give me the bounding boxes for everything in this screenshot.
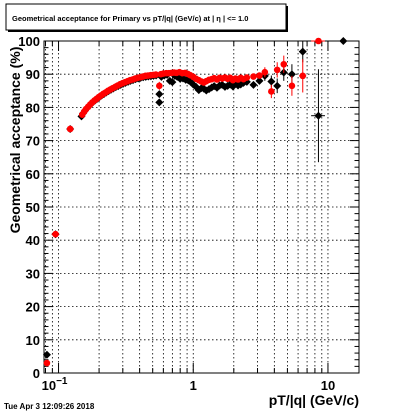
data-point: [42, 350, 51, 359]
y-tick-label: 90: [26, 67, 40, 82]
data-point: [287, 70, 296, 79]
x-tick-label: 10: [321, 378, 335, 393]
data-point: [298, 47, 307, 56]
data-point: [268, 88, 275, 95]
data-point: [273, 81, 282, 90]
y-tick-label: 40: [26, 233, 40, 248]
data-point: [261, 68, 269, 76]
data-point: [288, 82, 296, 90]
x-tick-label: 1: [190, 378, 197, 393]
data-points: [42, 37, 350, 367]
data-point: [168, 78, 177, 87]
data-point: [156, 82, 163, 90]
data-point: [299, 72, 307, 80]
y-tick-label: 20: [26, 300, 40, 315]
data-point: [249, 80, 258, 89]
data-point: [314, 111, 323, 120]
y-tick-label: 70: [26, 134, 40, 149]
grid: [44, 41, 359, 373]
y-tick-label: 60: [26, 167, 40, 182]
data-point: [273, 66, 281, 74]
y-tick-label: 0: [33, 366, 40, 381]
data-point: [43, 359, 51, 367]
x-axis-title: pT/|q| (GeV/c): [269, 392, 359, 408]
y-tick-label: 100: [18, 34, 40, 49]
axis-ticks: 0 10 20 30 40 50 60 70 80 90 100 10−1 1 10: [18, 34, 359, 393]
data-point: [66, 125, 74, 133]
y-tick-label: 30: [26, 266, 40, 281]
y-tick-label: 50: [26, 200, 40, 215]
data-point: [155, 98, 164, 107]
data-point: [315, 37, 322, 45]
data-point: [255, 76, 264, 85]
y-axis-title: Geometrical acceptance (%): [7, 47, 23, 234]
timestamp: Tue Apr 3 12:09:26 2018: [4, 402, 95, 411]
data-point: [155, 90, 164, 99]
data-point: [250, 73, 257, 80]
data-point: [243, 74, 251, 81]
chart-title: Geometrical acceptance for Primary vs pT…: [12, 14, 248, 23]
data-point: [267, 77, 276, 86]
data-point: [339, 37, 348, 45]
y-tick-label: 10: [26, 333, 40, 348]
x-tick-label: 10−1: [42, 376, 68, 393]
data-point: [256, 72, 263, 79]
data-point: [280, 60, 288, 68]
series-1: [43, 37, 325, 367]
data-point: [52, 230, 59, 238]
title-box: [5, 3, 287, 31]
y-tick-label: 80: [26, 100, 40, 115]
data-point: [152, 71, 160, 78]
